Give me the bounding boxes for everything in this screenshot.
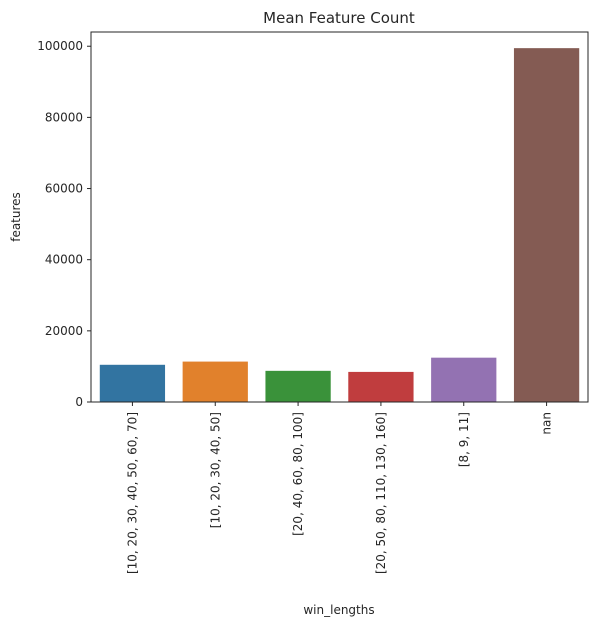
y-tick-label: 0 (75, 395, 83, 409)
bars (98, 47, 581, 403)
x-tick-label: [20, 40, 60, 80, 100] (291, 412, 305, 536)
x-tick-label: [10, 20, 30, 40, 50] (208, 412, 222, 528)
x-tick-label: nan (540, 412, 554, 435)
y-axis-ticks: 0 20000 40000 60000 80000 100000 (37, 39, 91, 409)
x-tick-label: [20, 50, 80, 110, 130, 160] (374, 412, 388, 574)
x-tick-label: [10, 20, 30, 40, 50, 60, 70] (125, 412, 139, 574)
bar (512, 47, 581, 403)
bar (181, 360, 249, 403)
bar (430, 356, 498, 403)
bar (98, 363, 167, 403)
bar (347, 370, 415, 403)
y-tick-label: 40000 (45, 253, 83, 267)
chart-title: Mean Feature Count (263, 9, 415, 27)
x-axis-ticks: [10, 20, 30, 40, 50, 60, 70] [10, 20, 30,… (125, 402, 554, 574)
x-tick-label: [8, 9, 11] (457, 412, 471, 467)
y-axis-label: features (9, 192, 23, 242)
y-tick-label: 60000 (45, 182, 83, 196)
y-tick-label: 100000 (37, 39, 83, 53)
x-axis-label: win_lengths (303, 603, 374, 617)
plot-frame (90, 31, 589, 403)
y-tick-label: 20000 (45, 324, 83, 338)
y-tick-label: 80000 (45, 110, 83, 124)
bar (264, 369, 332, 403)
